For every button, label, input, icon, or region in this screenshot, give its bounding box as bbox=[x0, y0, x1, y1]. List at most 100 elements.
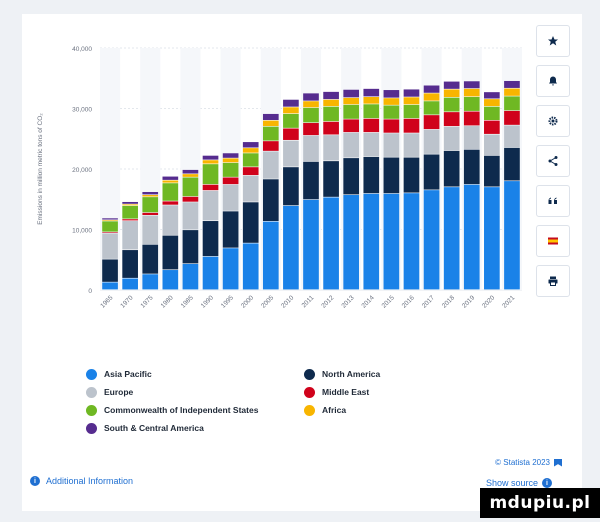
bar-segment bbox=[222, 248, 239, 290]
bar-segment bbox=[403, 118, 420, 133]
bar-segment bbox=[484, 99, 500, 107]
bar-segment bbox=[142, 195, 159, 197]
bar-segment bbox=[102, 221, 118, 232]
bar-segment bbox=[142, 244, 159, 274]
legend-item-europe[interactable]: Europe bbox=[86, 384, 304, 400]
x-tick-label: 2011 bbox=[301, 294, 316, 309]
statista-credit[interactable]: © Statista 2023 bbox=[495, 458, 562, 467]
bar-segment bbox=[182, 230, 199, 264]
bar-segment bbox=[363, 88, 380, 97]
x-tick-label: 1980 bbox=[160, 294, 175, 309]
bar-segment bbox=[262, 141, 279, 151]
bar-segment bbox=[443, 81, 460, 89]
bar-segment bbox=[262, 179, 279, 222]
info-icon: i bbox=[542, 478, 552, 488]
legend-label: Africa bbox=[322, 405, 347, 415]
bar-segment bbox=[202, 256, 219, 290]
bar-segment bbox=[202, 184, 219, 191]
bar-segment bbox=[403, 104, 420, 119]
bar-segment bbox=[323, 91, 339, 100]
bar-segment bbox=[122, 221, 138, 250]
bar-segment bbox=[283, 167, 299, 206]
bar-segment bbox=[343, 119, 360, 133]
legend-item-north-america[interactable]: North America bbox=[304, 366, 444, 382]
bar-segment bbox=[423, 85, 440, 93]
print-button[interactable] bbox=[536, 265, 570, 297]
bar-segment bbox=[484, 120, 500, 134]
bar-segment bbox=[162, 176, 179, 180]
settings-button[interactable] bbox=[536, 105, 570, 137]
bar-segment bbox=[463, 111, 480, 126]
bar-segment bbox=[202, 164, 219, 185]
legend-item-asia-pacific[interactable]: Asia Pacific bbox=[86, 366, 304, 382]
bar-segment bbox=[162, 201, 179, 205]
show-source-label: Show source bbox=[485, 478, 538, 488]
bar-segment bbox=[303, 123, 319, 136]
bar-segment bbox=[383, 105, 400, 119]
bar-segment bbox=[443, 150, 460, 187]
bar-segment bbox=[504, 80, 520, 88]
bar-segment bbox=[343, 132, 360, 158]
bar-segment bbox=[463, 149, 480, 185]
bar-segment bbox=[162, 270, 179, 290]
language-button[interactable] bbox=[536, 225, 570, 257]
credit-text: © Statista 2023 bbox=[495, 458, 550, 467]
cite-button[interactable] bbox=[536, 185, 570, 217]
bar-segment bbox=[102, 282, 118, 290]
flag-icon bbox=[554, 458, 562, 467]
bar-segment bbox=[242, 148, 259, 153]
x-tick-label: 2015 bbox=[381, 294, 396, 309]
bar-segment bbox=[283, 107, 299, 114]
bar-segment bbox=[323, 135, 339, 161]
share-icon bbox=[548, 156, 558, 166]
bar-segment bbox=[363, 118, 380, 133]
watermark: mdupiu.pl bbox=[480, 488, 600, 518]
bar-segment bbox=[303, 135, 319, 162]
bar-segment bbox=[504, 125, 520, 148]
legend-label: Commonwealth of Independent States bbox=[104, 405, 259, 415]
y-tick-label: 10,000 bbox=[72, 228, 92, 235]
bell-icon bbox=[549, 76, 557, 86]
notification-button[interactable] bbox=[536, 65, 570, 97]
legend-dot bbox=[304, 404, 315, 416]
show-source-link[interactable]: Show source i bbox=[486, 478, 552, 488]
bar-segment bbox=[363, 156, 380, 194]
x-tick-label: 2014 bbox=[361, 294, 376, 309]
bar-segment bbox=[242, 167, 259, 176]
bar-segment bbox=[283, 113, 299, 128]
legend-item-cis[interactable]: Commonwealth of Independent States bbox=[86, 402, 304, 418]
bar-segment bbox=[202, 221, 219, 257]
legend-item-south-central-america[interactable]: South & Central America bbox=[86, 420, 304, 436]
bar-segment bbox=[383, 133, 400, 157]
bar-segment bbox=[182, 174, 199, 177]
legend-dot bbox=[86, 404, 97, 416]
share-button[interactable] bbox=[536, 145, 570, 177]
chart-legend: Asia Pacific North America Europe Middle… bbox=[86, 366, 406, 436]
x-tick-label: 1990 bbox=[200, 294, 215, 309]
bar-segment bbox=[423, 129, 440, 154]
bar-segment bbox=[122, 205, 138, 219]
x-tick-label: 1985 bbox=[180, 294, 195, 309]
bar-segment bbox=[383, 90, 400, 98]
y-tick-label: 0 bbox=[88, 288, 92, 295]
bar-segment bbox=[242, 153, 259, 167]
bar-segment bbox=[484, 187, 500, 290]
bar-segment bbox=[423, 101, 440, 115]
x-tick-label: 1965 bbox=[99, 294, 114, 309]
bar-segment bbox=[323, 106, 339, 122]
favorite-button[interactable] bbox=[536, 25, 570, 57]
bar-segment bbox=[343, 158, 360, 195]
bar-segment bbox=[323, 99, 339, 107]
bar-segment bbox=[242, 175, 259, 202]
legend-item-africa[interactable]: Africa bbox=[304, 402, 444, 418]
bar-segment bbox=[283, 128, 299, 140]
bar-segment bbox=[283, 205, 299, 290]
bar-segment bbox=[403, 193, 420, 290]
star-icon bbox=[548, 36, 558, 46]
additional-information-link[interactable]: i Additional Information bbox=[30, 476, 133, 486]
bar-segment bbox=[504, 147, 520, 181]
legend-label: North America bbox=[322, 369, 381, 379]
bar-segment bbox=[122, 250, 138, 278]
legend-item-middle-east[interactable]: Middle East bbox=[304, 384, 444, 400]
bar-segment bbox=[463, 184, 480, 290]
